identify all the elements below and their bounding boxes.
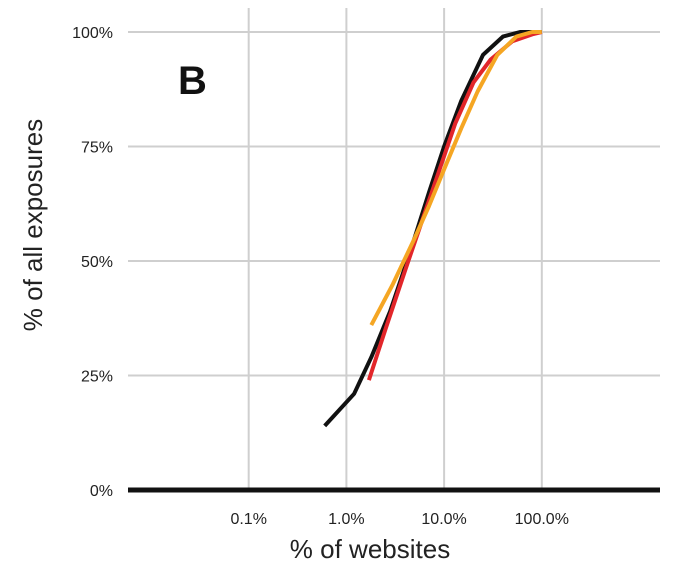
x-tick-labels: 0.1% 1.0% 10.0% 100.0%	[230, 511, 568, 528]
panel-label: B	[178, 59, 207, 103]
gridlines	[128, 8, 660, 490]
series-line-1	[323, 30, 542, 428]
y-tick-label: 75%	[81, 140, 113, 157]
x-tick-label: 0.1%	[230, 511, 266, 528]
series-line-3	[369, 30, 542, 327]
series-line-2	[366, 30, 543, 381]
x-tick-label: 10.0%	[421, 511, 466, 528]
x-tick-label: 100.0%	[515, 511, 569, 528]
x-axis-title: % of websites	[290, 534, 450, 564]
y-tick-label: 25%	[81, 369, 113, 386]
y-tick-label: 100%	[72, 25, 113, 42]
y-tick-labels: 0% 25% 50% 75% 100%	[72, 25, 113, 500]
y-axis-title: % of all exposures	[18, 119, 48, 331]
y-tick-label: 50%	[81, 254, 113, 271]
y-tick-label: 0%	[90, 483, 113, 500]
series-lines	[323, 30, 543, 428]
x-tick-label: 1.0%	[328, 511, 364, 528]
